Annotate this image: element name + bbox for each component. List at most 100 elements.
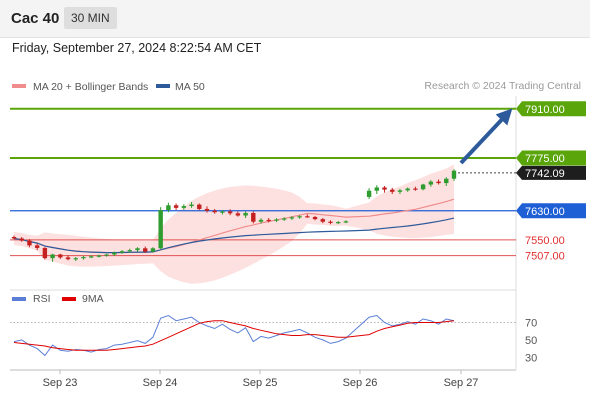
- candle-body: [104, 254, 109, 256]
- report-datetime: Friday, September 27, 2024 8:22:54 AM CE…: [12, 41, 262, 55]
- candle-body: [243, 212, 248, 216]
- candle-body: [88, 256, 94, 258]
- bollinger-band-area: [14, 164, 454, 284]
- pivot-level-tag: [516, 203, 586, 219]
- ma9-legend-label: 9MA: [82, 293, 104, 305]
- candle-body: [428, 181, 434, 185]
- price-level-labels: 7910.00 7775.00 7630.00 7550.00 7507.00 7742.…: [516, 101, 586, 263]
- candle-body: [235, 213, 241, 216]
- candle: [328, 220, 333, 225]
- candle: [197, 203, 202, 211]
- candle: [227, 209, 233, 216]
- candle-body: [127, 250, 132, 252]
- candle-body: [143, 248, 148, 252]
- candle: [11, 235, 17, 240]
- candle: [173, 203, 179, 211]
- candle-body: [451, 170, 457, 179]
- candle-body: [42, 247, 48, 259]
- candle: [19, 237, 24, 242]
- candle: [343, 220, 349, 224]
- x-tick-label: Sep 25: [243, 377, 278, 389]
- candle-body: [173, 205, 179, 208]
- candle: [220, 210, 225, 215]
- candle-body: [158, 210, 163, 249]
- candle: [81, 255, 86, 260]
- target-level-label: 7910.00: [525, 104, 565, 116]
- candle: [127, 248, 132, 253]
- candle: [204, 206, 210, 213]
- candle: [436, 179, 441, 185]
- forecast-arrow: [459, 108, 513, 165]
- candle-body: [405, 188, 410, 191]
- candle: [336, 220, 341, 224]
- candle: [266, 218, 271, 223]
- candle-body: [281, 218, 287, 220]
- x-tick-label: Sep 23: [43, 377, 78, 389]
- ma50-legend-swatch: [156, 84, 170, 88]
- candle: [50, 253, 55, 262]
- candle-body: [65, 257, 71, 260]
- candle: [420, 183, 426, 191]
- candle: [258, 218, 264, 224]
- candle-body: [181, 206, 187, 208]
- candle-body: [166, 205, 171, 211]
- x-tick-label: Sep 26: [343, 377, 378, 389]
- candle-body: [366, 190, 372, 197]
- candle-body: [390, 189, 395, 192]
- ma9-legend-swatch: [62, 297, 76, 301]
- candle-body: [328, 221, 333, 223]
- candle: [34, 243, 40, 251]
- candle-body: [436, 181, 441, 184]
- candle-body: [444, 178, 449, 184]
- candle: [104, 253, 109, 257]
- candle-body: [374, 187, 380, 191]
- candle: [289, 216, 295, 220]
- last-price-label: 7742.09: [525, 168, 565, 180]
- candle-body: [343, 221, 349, 223]
- candle-body: [297, 216, 302, 218]
- candle: [451, 169, 457, 181]
- key-levels: [10, 107, 516, 257]
- bollinger-band: [14, 164, 454, 284]
- candle: [58, 253, 63, 259]
- rsi-line: [13, 314, 455, 357]
- candle-body: [58, 254, 63, 258]
- candle-body: [220, 211, 225, 213]
- candle: [73, 257, 78, 262]
- support-level-label: 7507.00: [525, 251, 565, 263]
- candle: [297, 215, 302, 219]
- candle-body: [73, 258, 78, 260]
- candle-body: [197, 204, 202, 209]
- candle: [251, 211, 256, 224]
- candle-body: [258, 219, 264, 222]
- last-price-tag: [516, 165, 586, 180]
- candle-body: [81, 257, 86, 259]
- ma50-legend-label: MA 50: [175, 81, 205, 93]
- candle: [119, 250, 125, 254]
- candle: [366, 188, 372, 200]
- pivot-level-label: 7630.00: [525, 206, 565, 218]
- candle: [374, 185, 380, 195]
- candle: [405, 187, 410, 192]
- candle-body: [34, 245, 40, 248]
- rsi-tick-label: 70: [525, 317, 537, 329]
- chart-header: Cac 40 30 MIN: [0, 0, 590, 38]
- candle-body: [189, 204, 194, 207]
- timeframe-button[interactable]: 30 MIN: [64, 7, 117, 29]
- candle: [65, 255, 71, 261]
- candle-body: [320, 219, 325, 222]
- candle: [382, 185, 387, 193]
- candle: [112, 251, 117, 256]
- candle: [428, 180, 434, 187]
- candle-body: [289, 217, 295, 219]
- candle-body: [382, 187, 387, 190]
- candle-body: [19, 238, 24, 241]
- x-tick-label: Sep 27: [444, 377, 479, 389]
- candle-body: [50, 254, 55, 259]
- candle: [181, 204, 187, 210]
- x-tick-label: Sep 24: [143, 377, 178, 389]
- candle: [135, 247, 140, 252]
- candle: [158, 207, 163, 250]
